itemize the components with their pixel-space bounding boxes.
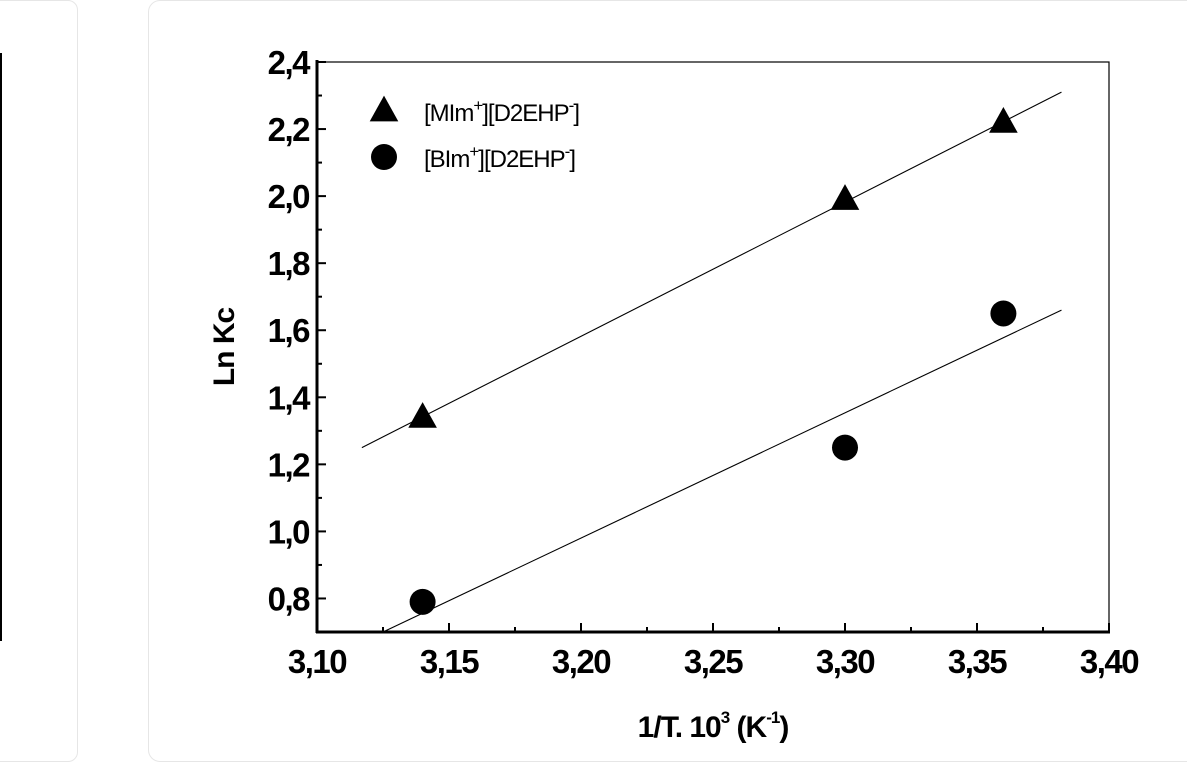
triangle-marker	[989, 107, 1018, 133]
left-panel-edge-line	[0, 53, 2, 641]
left-panel	[0, 0, 78, 762]
y-tick-label: 2,0	[268, 178, 310, 215]
circle-marker	[990, 300, 1017, 327]
data-markers	[408, 107, 1018, 615]
y-tick-label: 1,4	[268, 379, 312, 416]
x-axis-title-unit-close: )	[779, 711, 788, 743]
x-axis-title-unit-exponent: -1	[766, 708, 780, 727]
x-axis-title-main: 1/T. 10	[638, 711, 721, 743]
legend-label-series-2: [BIm+][D2EHP-]	[424, 142, 575, 173]
axis-ticks	[316, 61, 1110, 633]
y-tick-label: 0,8	[268, 580, 311, 617]
circle-marker	[832, 434, 858, 461]
x-tick-label: 3,40	[1080, 643, 1138, 680]
legend-circle-symbol	[371, 144, 397, 170]
y-tick-label: 1,0	[268, 513, 310, 550]
y-tick-label: 2,2	[268, 111, 311, 148]
y-tick-label: 1,8	[268, 245, 311, 282]
x-axis-title: 1/T. 103 (K-1)	[638, 708, 789, 743]
x-axis-title-exponent: 3	[721, 708, 730, 727]
x-tick-label: 3,35	[948, 643, 1007, 680]
x-tick-label: 3,10	[288, 643, 346, 680]
legend-triangle-symbol	[369, 95, 399, 122]
chart: 3,10 3,15 3,20 3,25 3,30 3,35 3,40 0,8 1,0 1,2 1,4…	[208, 44, 1140, 743]
y-tick-label: 2,4	[268, 44, 312, 81]
triangle-marker	[408, 402, 437, 428]
x-axis-title-unit-open: (K	[729, 711, 767, 743]
y-tick-label: 1,6	[268, 312, 311, 349]
legend: [MIm+][D2EHP-] [BIm+][D2EHP-]	[369, 95, 580, 173]
tick-labels: 3,10 3,15 3,20 3,25 3,30 3,35 3,40 0,8 1,0 1,2 1,4…	[268, 44, 1140, 680]
y-tick-label: 1,2	[268, 446, 311, 483]
fit-line-series-2	[382, 309, 1062, 633]
circle-marker	[409, 588, 436, 615]
x-tick-label: 3,30	[816, 643, 874, 680]
x-tick-label: 3,20	[552, 643, 610, 680]
triangle-marker	[830, 184, 860, 210]
legend-label-series-1: [MIm+][D2EHP-]	[424, 96, 579, 127]
y-axis-title: Ln Kc	[208, 308, 241, 387]
x-tick-label: 3,25	[684, 643, 743, 680]
fit-line-series-1	[361, 91, 1062, 449]
fit-lines	[361, 91, 1062, 633]
x-tick-label: 3,15	[420, 643, 479, 680]
